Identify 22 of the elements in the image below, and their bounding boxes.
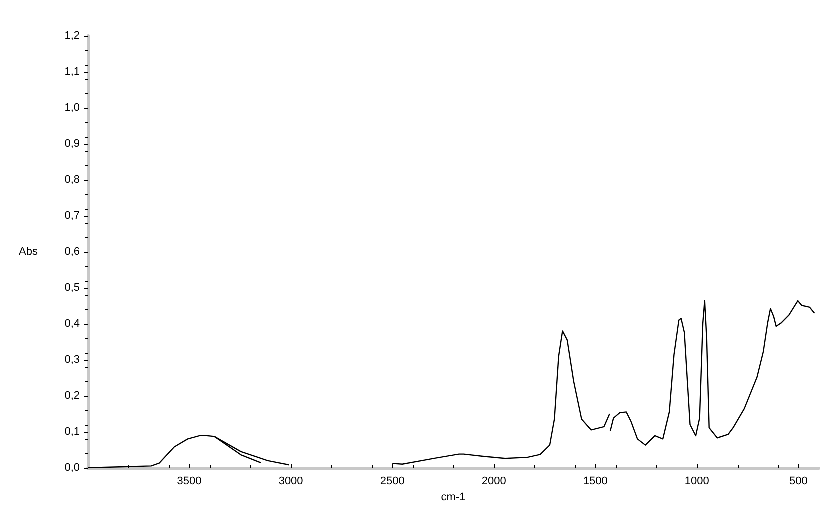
y-tick-label: 0,7	[64, 210, 80, 222]
y-axis-title: Abs	[19, 246, 38, 258]
y-tick-label: 0,2	[64, 390, 80, 402]
y-tick-label: 0,1	[64, 426, 80, 438]
y-tick-label: 0,3	[64, 354, 80, 366]
y-tick-label: 0,8	[64, 174, 80, 186]
y-tick-label: 1,1	[64, 66, 80, 78]
y-tick-label: 0,4	[64, 318, 80, 330]
y-tick-label: 1,0	[64, 102, 80, 114]
x-axis-title: cm-1	[441, 492, 466, 504]
x-tick-label: 1500	[583, 476, 608, 488]
y-tick-label: 0,9	[64, 138, 80, 150]
x-tick-label: 3000	[278, 476, 304, 488]
y-tick-label: 0,0	[64, 462, 80, 474]
y-tick-label: 1,2	[64, 30, 80, 42]
x-tick-label: 2000	[482, 476, 506, 488]
x-tick-label: 2500	[380, 476, 405, 488]
y-tick-label: 0,6	[64, 246, 80, 258]
x-tick-label: 500	[790, 476, 808, 488]
y-tick-label: 0,5	[64, 282, 80, 294]
x-tick-label: 1000	[684, 476, 710, 488]
x-tick-label: 3500	[177, 476, 202, 488]
